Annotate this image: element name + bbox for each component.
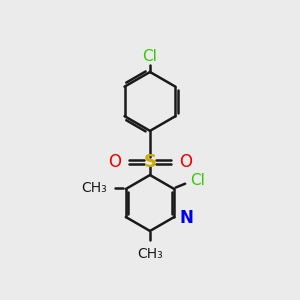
Text: CH₃: CH₃ xyxy=(137,247,163,261)
Text: O: O xyxy=(108,153,121,171)
Text: Cl: Cl xyxy=(190,173,205,188)
Text: S: S xyxy=(143,153,157,171)
Text: Cl: Cl xyxy=(142,49,158,64)
Text: CH₃: CH₃ xyxy=(81,181,106,194)
Text: N: N xyxy=(179,209,194,227)
Text: O: O xyxy=(179,153,192,171)
